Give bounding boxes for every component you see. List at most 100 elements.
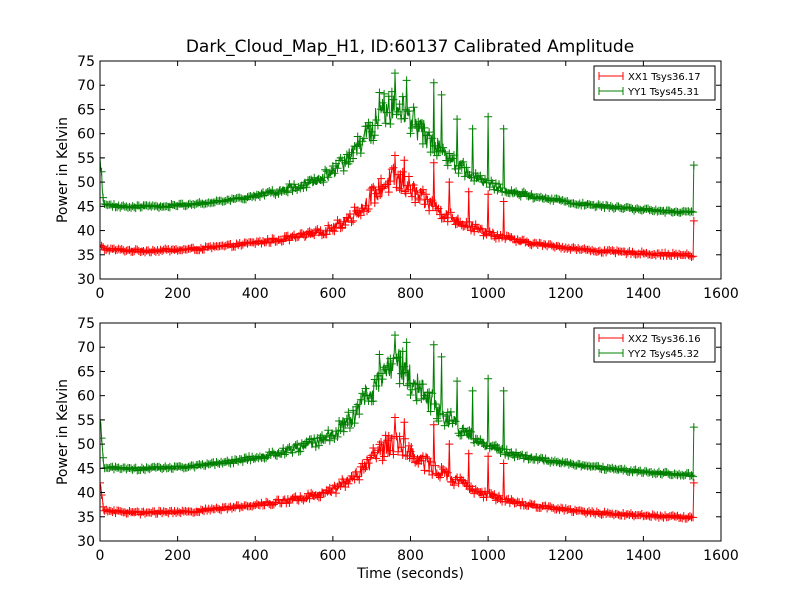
point-marker: [330, 169, 339, 178]
point-marker: [442, 210, 451, 219]
point-marker: [100, 434, 106, 443]
point-marker: [429, 420, 438, 429]
point-marker: [459, 222, 468, 231]
point-marker: [494, 491, 503, 500]
point-marker: [425, 206, 434, 215]
point-marker: [400, 114, 409, 123]
series-markers-0: [100, 413, 698, 523]
point-marker: [408, 454, 417, 463]
point-marker: [499, 459, 508, 468]
point-marker: [414, 194, 423, 203]
point-marker: [470, 176, 479, 185]
point-marker: [440, 213, 449, 222]
point-marker: [369, 397, 378, 406]
point-marker: [484, 374, 493, 383]
legend: XX2 Tsys36.16 YY2 Tsys45.32: [593, 327, 716, 363]
point-marker: [431, 141, 440, 150]
point-marker: [378, 98, 387, 107]
point-marker: [386, 119, 395, 128]
point-marker: [369, 182, 378, 191]
point-marker: [406, 185, 415, 194]
x-tick-label: 1000: [470, 286, 506, 302]
series-markers-1: [100, 331, 698, 481]
bottom-panel: 0 200 400 600 800 1000 1200 1400 1600 30 35 40 45 50 5…: [55, 316, 739, 582]
point-marker: [367, 184, 376, 193]
point-marker: [432, 206, 441, 215]
legend-entry: YY1 Tsys45.31: [598, 87, 699, 98]
point-marker: [373, 446, 382, 455]
legend-label: YY2 Tsys45.32: [627, 349, 699, 360]
point-marker: [422, 190, 431, 199]
point-marker: [389, 163, 398, 172]
point-marker: [296, 447, 305, 456]
point-marker: [418, 139, 427, 148]
point-marker: [372, 116, 381, 125]
point-marker: [445, 149, 454, 158]
legend: XX1 Tsys36.17 YY1 Tsys45.31: [593, 65, 716, 101]
point-marker: [356, 149, 365, 158]
point-marker: [290, 180, 299, 189]
point-marker: [369, 136, 378, 145]
point-marker: [266, 238, 275, 247]
point-marker: [415, 195, 424, 204]
y-tick-label: 35: [77, 510, 95, 526]
point-marker: [408, 385, 417, 394]
point-marker: [364, 459, 373, 468]
point-marker: [288, 448, 297, 457]
point-marker: [302, 183, 311, 192]
x-tick-label: 1600: [703, 548, 739, 564]
point-marker: [285, 498, 294, 507]
point-marker: [689, 423, 698, 432]
point-marker: [459, 157, 468, 166]
legend-box: [593, 65, 716, 101]
point-marker: [490, 490, 499, 499]
y-tick-label: 75: [77, 316, 95, 332]
point-marker: [428, 389, 437, 398]
series-yy1: [100, 69, 698, 217]
point-marker: [395, 379, 404, 388]
point-marker: [358, 389, 367, 398]
x-tick-label: 800: [397, 548, 424, 564]
y-tick-label: 30: [77, 534, 95, 550]
point-marker: [401, 189, 410, 198]
point-marker: [352, 467, 361, 476]
point-marker: [488, 491, 497, 500]
point-marker: [484, 112, 493, 121]
point-marker: [352, 402, 361, 411]
plot-area-0: [100, 69, 698, 261]
point-marker: [395, 100, 404, 109]
point-marker: [100, 167, 106, 176]
point-marker: [383, 108, 392, 117]
point-marker: [373, 121, 382, 130]
x-axis-label: Time (seconds): [356, 566, 464, 582]
point-marker: [443, 468, 452, 477]
point-marker: [499, 197, 508, 206]
point-marker: [409, 379, 418, 388]
point-marker: [499, 386, 508, 395]
point-marker: [327, 488, 336, 497]
point-marker: [404, 172, 413, 181]
point-marker: [431, 461, 440, 470]
point-marker: [464, 449, 473, 458]
point-marker: [449, 415, 458, 424]
series-xx2: [100, 413, 698, 523]
point-marker: [389, 95, 398, 104]
legend-entry: XX1 Tsys36.17: [598, 72, 701, 83]
point-marker: [439, 214, 448, 223]
x-tick-label: 400: [242, 548, 269, 564]
point-marker: [380, 452, 389, 461]
point-marker: [411, 198, 420, 207]
point-marker: [406, 129, 415, 138]
point-marker: [687, 471, 696, 480]
point-marker: [404, 441, 413, 450]
point-marker: [387, 87, 396, 96]
x-tick-label: 1000: [470, 548, 506, 564]
point-marker: [429, 78, 438, 87]
point-marker: [394, 107, 403, 116]
point-marker: [442, 156, 451, 165]
point-marker: [402, 338, 411, 347]
point-marker: [314, 441, 323, 450]
point-marker: [417, 456, 426, 465]
point-marker: [339, 166, 348, 175]
point-marker: [363, 207, 372, 216]
